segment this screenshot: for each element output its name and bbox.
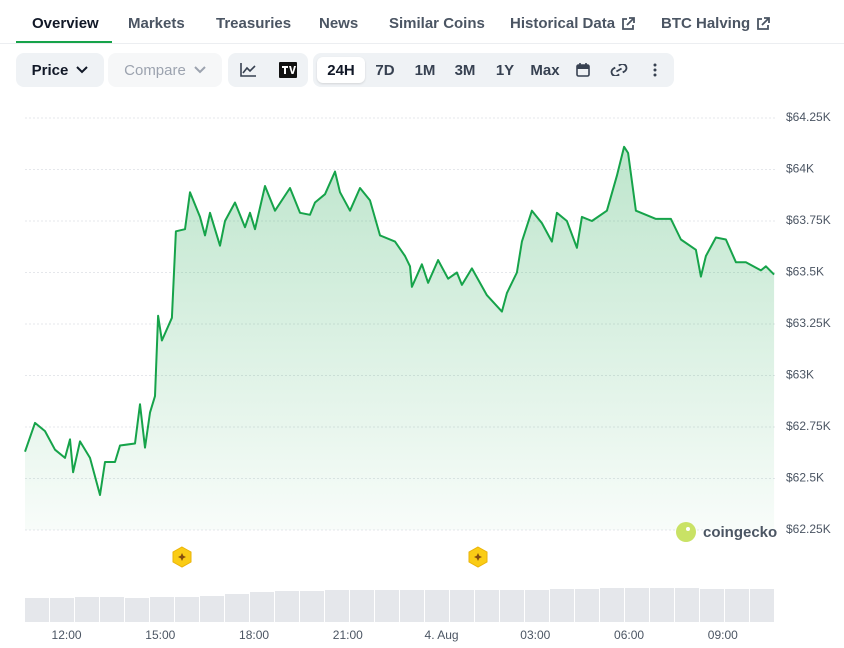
range-group: 24H 7D 1M 3M 1Y Max [313,53,674,87]
x-tick-label: 4. Aug [425,628,459,642]
calendar-icon[interactable] [565,57,601,83]
volume-bar [100,597,124,622]
volume-bar [125,598,149,622]
tab[interactable]: Markets [128,15,185,32]
external-link-icon [757,16,771,30]
volume-bar [350,590,374,622]
x-tick-label: 15:00 [145,628,175,642]
y-tick-label: $63.25K [786,316,831,330]
area-fill [25,146,775,531]
volume-bar [575,589,599,622]
volume-bar [425,590,449,622]
volume-bar [750,589,774,622]
line-chart-icon[interactable] [239,63,256,77]
volume-bar [525,590,549,622]
x-tick-label: 03:00 [520,628,550,642]
volume-bar [50,598,74,622]
tab[interactable]: BTC Halving [661,15,771,32]
volume-bar [25,598,49,622]
tab-label: News [319,15,359,32]
watermark: coingecko [703,524,777,541]
event-marker[interactable] [468,546,488,568]
x-tick-label: 06:00 [614,628,644,642]
tab-bar: Overview Markets Treasuries News Similar Coi… [0,0,844,44]
tab[interactable]: Similar Coins [389,15,485,32]
volume-bar [400,590,424,622]
more-icon[interactable] [637,57,673,83]
compare-button[interactable]: Compare [108,53,222,87]
range-button[interactable]: 1Y [495,61,515,79]
x-tick-label: 12:00 [52,628,82,642]
volume-bar [475,590,499,622]
tradingview-icon[interactable] [278,62,297,78]
volume-bar [725,589,749,622]
y-tick-label: $62.5K [786,471,824,485]
y-tick-label: $63.5K [786,265,824,279]
link-icon[interactable] [601,57,637,83]
range-button[interactable]: 1M [414,61,436,79]
chevron [194,66,206,74]
tab-underline [16,41,112,43]
price-button[interactable]: Price [16,53,104,87]
tab[interactable]: News [319,15,358,32]
tab-label: BTC Halving [661,15,751,32]
volume-bar [150,597,174,622]
range-button[interactable]: 3M [454,61,476,79]
volume-bar [550,589,574,622]
range-button[interactable]: Max [530,61,560,79]
y-tick-label: $62.75K [786,419,831,433]
external-link-icon [622,16,635,30]
x-tick-label: 18:00 [239,628,269,642]
x-tick-label: 21:00 [333,628,363,642]
y-tick-label: $63.75K [786,213,831,227]
tab-label: Treasuries [216,15,292,32]
tab-label: Markets [128,15,185,32]
event-marker[interactable] [172,546,192,568]
y-tick-label: $64.25K [786,110,831,124]
volume-bar [450,590,474,622]
tab-label: Similar Coins [389,15,485,32]
y-tick-label: $63K [786,368,814,382]
price-line [24,145,775,496]
volume-bar [650,588,674,622]
y-tick-label: $62.25K [786,522,831,536]
x-tick-label: 09:00 [708,628,738,642]
tab[interactable]: Overview [32,15,99,32]
volume-bar [600,588,624,622]
volume-bar [700,589,724,622]
volume-bar [275,591,299,622]
tab-label: Historical Data [510,15,616,32]
range-button[interactable]: 24H [317,57,365,83]
y-tick-label: $64K [786,162,814,176]
volume-bar [500,590,524,622]
ranges: 24H 7D 1M 3M 1Y Max [317,57,565,83]
compare-label: Compare [124,61,186,79]
chevron [76,66,89,74]
volume-bar [300,591,324,622]
price-label: Price [31,61,69,79]
volume-bar [675,588,699,622]
tab[interactable]: Historical Data [510,15,635,32]
volume-bar [325,590,349,622]
volume-bar [250,592,274,622]
tab[interactable]: Treasuries [216,15,291,32]
volume-bar [75,597,99,622]
volume-bar [375,590,399,622]
watermark-logo [676,522,696,542]
range-button[interactable]: 7D [375,61,395,79]
tab-label: Overview [32,15,99,32]
volume-bar [200,596,224,622]
chart-type-group [228,53,308,87]
volume-bar [175,597,199,622]
volume-bar [625,588,649,622]
volume-bar [225,594,249,622]
